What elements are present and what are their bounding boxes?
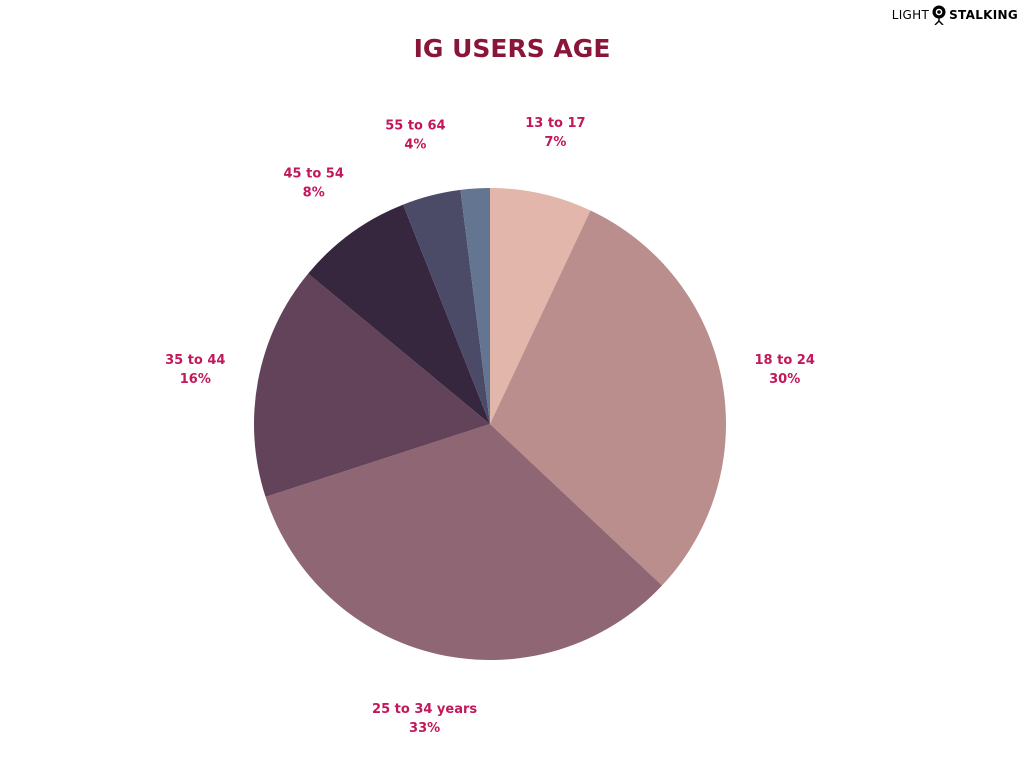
slice-name-5: 55 to 64 <box>385 118 445 133</box>
slice-percent-3: 16% <box>180 372 211 387</box>
pie-slice-2 <box>265 424 663 661</box>
slice-name-1: 18 to 24 <box>755 353 815 368</box>
slice-percent-4: 8% <box>303 185 325 200</box>
slice-label-4: 45 to 54 8% <box>284 166 344 200</box>
slice-label-5: 55 to 64 4% <box>385 118 445 152</box>
pie-slice-3 <box>253 273 490 497</box>
pie-slice-0 <box>490 188 591 424</box>
pie-slice-4 <box>308 204 490 424</box>
pie-labels: 13 to 17 7% 18 to 24 30% 25 to 34 years 33% 35… <box>165 116 815 736</box>
slice-name-3: 35 to 44 <box>165 353 225 368</box>
slice-label-1: 18 to 24 30% <box>755 353 815 387</box>
chart-title: IG USERS AGE <box>413 34 611 63</box>
slice-label-2: 25 to 34 years 33% <box>372 702 477 736</box>
brand-text-light: LIGHT <box>891 8 930 22</box>
camera-icon <box>932 5 946 25</box>
slice-name-0: 13 to 17 <box>525 116 585 131</box>
slice-name-2: 25 to 34 years <box>372 702 477 717</box>
brand-text-stalking: STALKING <box>949 8 1018 22</box>
pie-slice-1 <box>490 210 726 586</box>
slice-percent-5: 4% <box>404 137 426 152</box>
pie-slices <box>253 188 726 661</box>
slice-percent-0: 7% <box>544 135 566 150</box>
pie-slice-5 <box>403 189 490 424</box>
slice-label-3: 35 to 44 16% <box>165 353 225 387</box>
slice-label-0: 13 to 17 7% <box>525 116 585 150</box>
slice-name-4: 45 to 54 <box>284 166 344 181</box>
slice-percent-2: 33% <box>409 721 440 736</box>
slice-percent-1: 30% <box>769 372 800 387</box>
pie-slice-6 <box>460 188 490 424</box>
brand-logo: LIGHT STALKING <box>892 5 1018 25</box>
